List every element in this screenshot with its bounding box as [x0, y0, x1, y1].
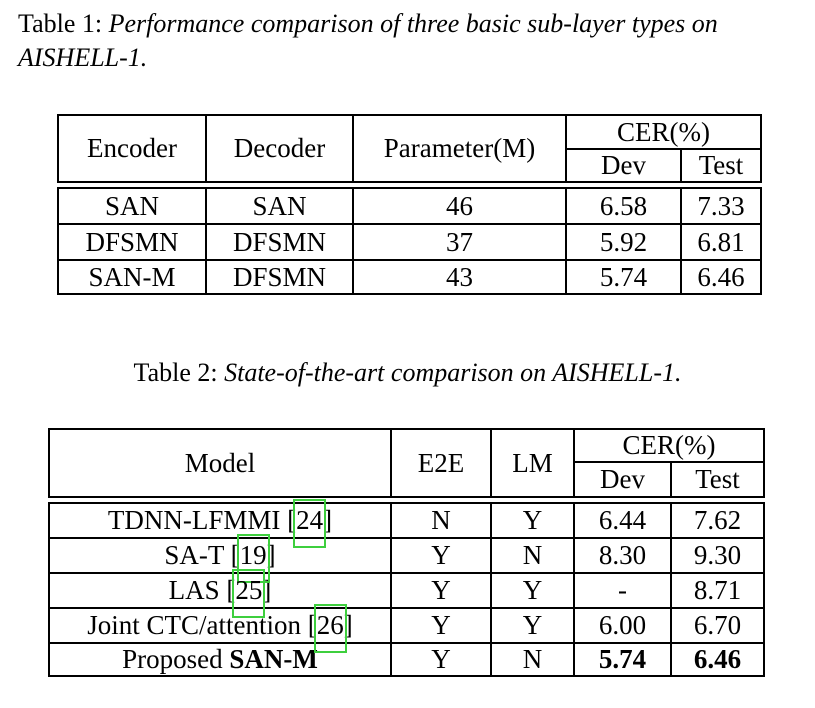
table2: Model E2E LM CER(%) Dev Test TDNN-LFMMI … [48, 428, 766, 677]
t2-header-test: Test [670, 463, 766, 498]
t2-header-dev: Dev [573, 463, 670, 498]
table-row: DFSMN DFSMN 37 5.92 6.81 [57, 223, 763, 259]
t2-header-model: Model [48, 428, 390, 498]
citation-link[interactable]: 25 [232, 569, 266, 618]
t1-header-decoder: Decoder [205, 114, 352, 183]
t1-r3-decoder: DFSMN [205, 259, 352, 295]
t2-r3-lm: Y [490, 572, 573, 607]
t2-r4-lm: Y [490, 607, 573, 642]
table1: Encoder Decoder Parameter(M) CER(%) Dev … [57, 114, 763, 295]
t2-r5-model: Proposed SAN-M [48, 642, 390, 677]
model-text: ] [262, 575, 272, 605]
t2-r2-test: 9.30 [670, 537, 766, 572]
t2-r1-e2e: N [390, 502, 490, 537]
table-row: Proposed SAN-M Y N 5.74 6.46 [48, 642, 766, 677]
t2-r2-lm: N [490, 537, 573, 572]
t1-r1-encoder: SAN [57, 187, 205, 223]
table-row: SAN-M DFSMN 43 5.74 6.46 [57, 259, 763, 295]
t2-header-lm: LM [490, 428, 573, 498]
t2-r2-e2e: Y [390, 537, 490, 572]
t1-header-encoder: Encoder [57, 114, 205, 183]
t2-r1-test: 7.62 [670, 502, 766, 537]
t2-header-e2e: E2E [390, 428, 490, 498]
table2-caption-label: Table 2: [133, 358, 218, 387]
model-text: ] [343, 610, 353, 640]
t2-r4-model: Joint CTC/attention [26] [48, 604, 390, 653]
t1-r2-decoder: DFSMN [205, 223, 352, 259]
t1-r2-test: 6.81 [680, 223, 763, 259]
t2-r1-lm: Y [490, 502, 573, 537]
t1-r1-test: 7.33 [680, 187, 763, 223]
t1-r2-param: 37 [352, 223, 565, 259]
t2-r3-e2e: Y [390, 572, 490, 607]
citation-link[interactable]: 19 [236, 534, 270, 583]
t2-r3-model: LAS [25] [48, 569, 390, 618]
table-row: TDNN-LFMMI [24] N Y 6.44 7.62 [48, 499, 766, 548]
t1-header-parameter: Parameter(M) [352, 114, 565, 183]
t1-r1-dev: 6.58 [565, 187, 680, 223]
table-row: Joint CTC/attention [26] Y Y 6.00 6.70 [48, 604, 766, 653]
t2-r1-dev: 6.44 [573, 502, 670, 537]
t1-r1-decoder: SAN [205, 187, 352, 223]
t2-r5-lm: N [490, 642, 573, 677]
t1-header-test: Test [680, 150, 763, 183]
model-text: ] [323, 505, 333, 535]
table1-caption-text: Performance comparison of three basic su… [18, 9, 718, 72]
t1-r3-param: 43 [352, 259, 565, 295]
t1-r2-dev: 5.92 [565, 223, 680, 259]
t1-r3-dev: 5.74 [565, 259, 680, 295]
t2-header-cer: CER(%) [573, 428, 766, 463]
t1-header-cer: CER(%) [565, 114, 763, 150]
t2-r4-test: 6.70 [670, 607, 766, 642]
table1-header-row: Encoder Decoder Parameter(M) CER(%) [57, 114, 763, 183]
table2-subheader-row: Dev Test [48, 463, 766, 498]
t2-r4-dev: 6.00 [573, 607, 670, 642]
table1-subheader-row: Dev Test [57, 150, 763, 183]
model-text: SA-T [ [164, 540, 240, 570]
model-name-bold: SAN-M [229, 644, 318, 674]
model-text: ] [266, 540, 276, 570]
t2-r5-e2e: Y [390, 642, 490, 677]
t2-r3-dev: - [573, 572, 670, 607]
table2-header-row: Model E2E LM CER(%) [48, 428, 766, 498]
table-row: SAN SAN 46 6.58 7.33 [57, 187, 763, 223]
table1-caption: Table 1: Performance comparison of three… [18, 7, 780, 75]
t1-r3-encoder: SAN-M [57, 259, 205, 295]
model-text: Joint CTC/attention [ [87, 610, 317, 640]
table1-caption-label: Table 1: [18, 9, 103, 38]
t1-r3-test: 6.46 [680, 259, 763, 295]
t1-r2-encoder: DFSMN [57, 223, 205, 259]
table2-caption: Table 2: State-of-the-art comparison on … [0, 356, 815, 390]
t2-r5-test: 6.46 [670, 642, 766, 677]
t2-r5-dev: 5.74 [573, 642, 670, 677]
model-text: Proposed [122, 644, 230, 674]
t2-r3-test: 8.71 [670, 572, 766, 607]
citation-link[interactable]: 24 [293, 499, 327, 548]
t2-r1-model: TDNN-LFMMI [24] [48, 499, 390, 548]
t1-r1-param: 46 [352, 187, 565, 223]
table2-caption-text: State-of-the-art comparison on AISHELL-1… [224, 358, 682, 387]
t1-header-dev: Dev [565, 150, 680, 183]
t2-r2-dev: 8.30 [573, 537, 670, 572]
table-row: LAS [25] Y Y - 8.71 [48, 569, 766, 618]
t2-r2-model: SA-T [19] [48, 534, 390, 583]
model-text: TDNN-LFMMI [ [107, 505, 297, 535]
model-text: LAS [ [168, 575, 236, 605]
table-row: SA-T [19] Y N 8.30 9.30 [48, 534, 766, 583]
t2-r4-e2e: Y [390, 607, 490, 642]
citation-link[interactable]: 26 [313, 604, 347, 653]
